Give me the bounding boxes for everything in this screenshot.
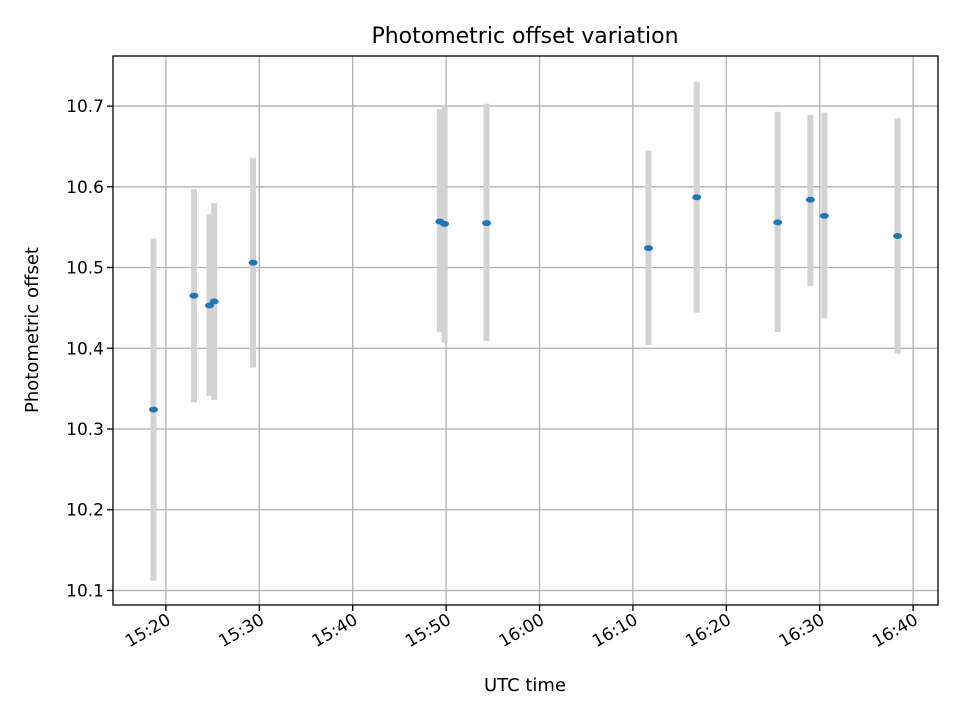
data-point	[482, 220, 492, 227]
data-point	[773, 219, 783, 226]
x-axis-label: UTC time	[484, 675, 566, 696]
chart-title: Photometric offset variation	[371, 24, 678, 49]
data-point	[440, 220, 450, 227]
data-points	[148, 194, 903, 413]
data-point	[148, 406, 158, 413]
plot-area	[113, 56, 938, 605]
y-tick-label: 10.7	[66, 97, 104, 117]
data-point	[209, 298, 219, 305]
y-tick-label: 10.5	[66, 259, 104, 279]
data-point	[248, 259, 258, 266]
data-point	[692, 194, 702, 201]
y-tick-label: 10.1	[66, 581, 104, 601]
y-tick-label: 10.4	[66, 339, 104, 359]
y-tick-label: 10.6	[66, 178, 104, 198]
y-tick-label: 10.3	[66, 420, 104, 440]
data-point	[893, 233, 903, 240]
y-axis-ticks: 10.1 10.2 10.3 10.4 10.5 10.6 10.7	[66, 97, 113, 601]
data-point	[819, 212, 829, 219]
plot-frame	[112, 55, 939, 606]
data-point	[643, 245, 653, 252]
data-point	[205, 302, 215, 309]
data-point	[189, 292, 199, 299]
y-tick-label: 10.2	[66, 501, 104, 521]
y-axis-label: Photometric offset	[22, 247, 43, 413]
data-point	[805, 196, 815, 203]
grid	[113, 56, 938, 605]
